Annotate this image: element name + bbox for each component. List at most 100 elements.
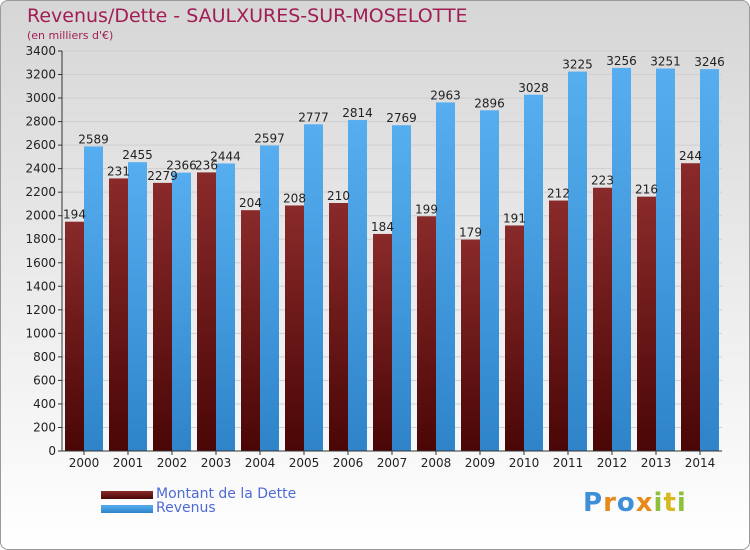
legend-swatch-revenus xyxy=(101,505,153,513)
x-tick-label: 2004 xyxy=(245,456,276,470)
bar-dette xyxy=(505,225,524,451)
data-label-dette: 244 xyxy=(679,149,702,163)
legend-swatch-dette xyxy=(101,491,153,499)
y-tick-label: 2200 xyxy=(25,185,56,199)
x-tick-label: 2014 xyxy=(685,456,716,470)
bar-dette xyxy=(285,205,304,451)
bar-revenus xyxy=(524,94,543,451)
y-tick-label: 2400 xyxy=(25,162,56,176)
data-label-dette: 194 xyxy=(63,208,86,222)
data-label-revenus: 3251 xyxy=(650,55,681,69)
bar-revenus xyxy=(392,125,411,451)
legend-label-dette: Montant de la Dette xyxy=(156,486,297,502)
bar-revenus xyxy=(304,124,323,451)
bar-revenus xyxy=(260,145,279,451)
y-tick-label: 400 xyxy=(33,397,56,411)
bar-revenus xyxy=(84,146,103,452)
data-label-dette: 236 xyxy=(195,158,218,172)
bar-dette xyxy=(637,196,656,451)
bar-revenus xyxy=(656,68,675,451)
data-label-revenus: 2589 xyxy=(78,132,109,146)
bar-dette xyxy=(329,203,348,451)
data-label-revenus: 2896 xyxy=(474,96,505,110)
x-tick-label: 2005 xyxy=(289,456,320,470)
bar-revenus xyxy=(612,67,631,452)
data-label-revenus: 2597 xyxy=(254,131,285,145)
y-tick-label: 3400 xyxy=(25,44,56,58)
y-tick-label: 1800 xyxy=(25,232,56,246)
bar-dette xyxy=(373,233,392,451)
bar-dette xyxy=(681,163,700,451)
bar-revenus xyxy=(216,163,235,451)
y-tick-label: 2600 xyxy=(25,138,56,152)
data-label-revenus: 2963 xyxy=(430,88,461,102)
x-tick-label: 2007 xyxy=(377,456,408,470)
bar-dette xyxy=(593,187,612,452)
data-label-revenus: 2814 xyxy=(342,106,373,120)
y-tick-label: 1000 xyxy=(25,326,56,340)
data-label-revenus: 3256 xyxy=(606,54,637,68)
bar-revenus xyxy=(568,71,587,452)
data-label-dette: 204 xyxy=(239,196,262,210)
bar-dette xyxy=(197,172,216,452)
data-label-dette: 208 xyxy=(283,191,306,205)
data-label-dette: 184 xyxy=(371,220,394,234)
data-label-dette: 216 xyxy=(635,183,658,197)
y-tick-label: 2800 xyxy=(25,115,56,129)
bar-revenus xyxy=(172,172,191,451)
x-tick-label: 2002 xyxy=(157,456,188,470)
y-tick-label: 600 xyxy=(33,373,56,387)
bar-revenus xyxy=(348,119,367,452)
bar-dette xyxy=(153,182,172,451)
bar-revenus xyxy=(700,69,719,451)
legend-label-revenus: Revenus xyxy=(156,500,216,516)
data-label-revenus: 2455 xyxy=(122,148,153,162)
x-tick-label: 2010 xyxy=(509,456,540,470)
x-tick-label: 2012 xyxy=(597,456,628,470)
data-label-revenus: 3225 xyxy=(562,58,593,72)
data-label-revenus: 2769 xyxy=(386,111,417,125)
x-tick-label: 2003 xyxy=(201,456,232,470)
data-label-dette: 223 xyxy=(591,174,614,188)
data-label-dette: 179 xyxy=(459,226,482,240)
x-tick-label: 2008 xyxy=(421,456,452,470)
y-tick-label: 0 xyxy=(48,444,56,458)
y-tick-label: 200 xyxy=(33,420,56,434)
data-label-revenus: 2777 xyxy=(298,110,329,124)
y-tick-label: 3200 xyxy=(25,68,56,82)
bar-dette xyxy=(241,210,260,451)
y-tick-label: 2000 xyxy=(25,209,56,223)
bar-dette xyxy=(65,221,84,451)
data-label-dette: 231 xyxy=(107,164,130,178)
x-tick-label: 2001 xyxy=(113,456,144,470)
x-tick-label: 2006 xyxy=(333,456,364,470)
data-label-dette: 191 xyxy=(503,211,526,225)
data-label-dette: 210 xyxy=(327,189,350,203)
x-tick-label: 2000 xyxy=(69,456,100,470)
bar-dette xyxy=(461,239,480,451)
y-tick-label: 800 xyxy=(33,350,56,364)
bar-dette xyxy=(549,200,568,451)
x-tick-label: 2009 xyxy=(465,456,496,470)
bar-revenus xyxy=(436,102,455,451)
y-tick-label: 3000 xyxy=(25,91,56,105)
data-label-revenus: 3028 xyxy=(518,81,549,95)
data-label-dette: 212 xyxy=(547,187,570,201)
y-tick-label: 1400 xyxy=(25,279,56,293)
data-label-revenus: 2366 xyxy=(166,159,197,173)
x-tick-label: 2011 xyxy=(553,456,584,470)
chart-title: Revenus/Dette - SAULXURES-SUR-MOSELOTTE xyxy=(27,5,468,27)
bar-dette xyxy=(417,216,436,451)
bar-dette xyxy=(109,178,128,452)
bar-revenus xyxy=(128,162,147,452)
y-tick-label: 1600 xyxy=(25,256,56,270)
data-label-revenus: 2444 xyxy=(210,149,241,163)
data-label-dette: 199 xyxy=(415,202,438,216)
y-tick-label: 1200 xyxy=(25,303,56,317)
data-label-revenus: 3246 xyxy=(694,55,725,69)
bar-revenus xyxy=(480,110,499,451)
chart-subtitle: (en milliers d'€) xyxy=(27,29,114,42)
data-label-dette: 2279 xyxy=(147,169,178,183)
